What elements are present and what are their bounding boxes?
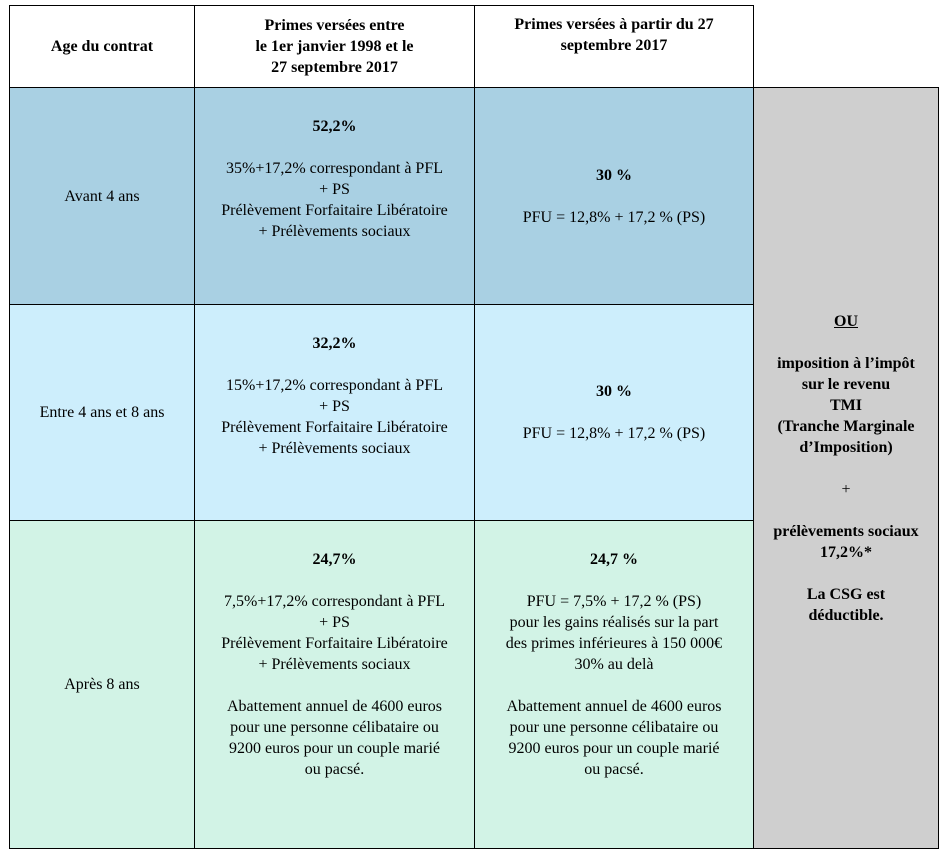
detail-line: 35%+17,2% correspondant à PFL [226,160,443,177]
abatement-line: Abattement annuel de 4600 euros [506,698,722,715]
header-period2-line: Primes versées à partir du 27 [514,16,714,33]
detail-line: + PS [319,398,350,415]
abatement-line: Abattement annuel de 4600 euros [226,698,443,715]
rate-value: 24,7% [312,551,357,568]
tmi-line: sur le revenu [801,375,891,393]
header-period1-line: le 1er janvier 1998 et le [255,38,414,55]
header-age: Age du contrat [9,5,195,88]
header-period1-line: Primes versées entre [264,17,405,34]
social-levy-line: 17,2%* [820,543,872,561]
detail-line: 30% au delà [574,656,654,673]
row-age-label: Après 8 ans [64,676,140,693]
header-period-1998-2017: Primes versées entre le 1er janvier 1998… [194,5,475,88]
social-levy-line: prélèvements sociaux [773,522,919,540]
detail-line: Prélèvement Forfaitaire Libératoire [221,202,448,219]
row-age-label: Avant 4 ans [64,187,140,205]
row-period1-cell: 24,7% 7,5%+17,2% correspondant à PFL + P… [194,520,475,849]
detail-line: 7,5%+17,2% correspondant à PFL [224,593,445,610]
row-age-label: Entre 4 ans et 8 ans [39,404,165,421]
abatement-line: 9200 euros pour un couple marié [508,740,720,757]
row-period2-cell: 30 % PFU = 12,8% + 17,2 % (PS) [474,304,754,521]
or-label: OU [834,312,858,330]
detail-line: + Prélèvements sociaux [258,656,411,673]
detail-line: + PS [319,181,350,198]
rate-value: 24,7 % [590,551,638,568]
row-period2-cell: 30 % PFU = 12,8% + 17,2 % (PS) [474,87,754,305]
header-period1-line: 27 septembre 2017 [271,59,398,76]
detail-line: + Prélèvements sociaux [258,223,411,240]
detail-line: 15%+17,2% correspondant à PFL [226,377,443,394]
row-period1-cell: 52,2% 35%+17,2% correspondant à PFL + PS… [194,87,475,305]
abatement-line: pour une personne célibataire ou [509,719,719,736]
row-age-cell: Après 8 ans [9,520,195,849]
row-period1-cell: 32,2% 15%+17,2% correspondant à PFL + PS… [194,304,475,521]
header-period-after-2017: Primes versées à partir du 27 septembre … [474,5,754,88]
tmi-line: (Tranche Marginale [777,417,915,435]
rate-value: 30 % [596,166,632,184]
detail-line: des primes inférieures à 150 000€ [505,635,723,652]
rate-value: 32,2% [312,335,357,352]
detail-line: pour les gains réalisés sur la part [509,614,719,631]
rate-value: 30 % [596,383,632,400]
row-period2-cell: 24,7 % PFU = 7,5% + 17,2 % (PS) pour les… [474,520,754,849]
rate-value: 52,2% [312,118,357,135]
tmi-alternative-cell: OU imposition à l’impôt sur le revenu TM… [753,87,939,849]
tmi-line: TMI [830,396,862,414]
header-age-label: Age du contrat [50,38,154,55]
detail-line: PFU = 7,5% + 17,2 % (PS) [526,593,702,610]
row-age-cell: Avant 4 ans [9,87,195,305]
tmi-line: imposition à l’impôt [777,354,915,372]
abatement-line: ou pacsé. [304,761,365,778]
abatement-line: ou pacsé. [584,761,644,778]
detail-line: + Prélèvements sociaux [258,440,411,457]
row-age-cell: Entre 4 ans et 8 ans [9,304,195,521]
abatement-line: pour une personne célibataire ou [230,719,439,736]
csg-line: déductible. [808,606,884,624]
abatement-line: 9200 euros pour un couple marié [228,740,441,757]
detail-line: Prélèvement Forfaitaire Libératoire [221,635,448,652]
tmi-line: d’Imposition) [799,438,893,456]
detail-line: Prélèvement Forfaitaire Libératoire [221,419,448,436]
detail-line: PFU = 12,8% + 17,2 % (PS) [522,425,706,442]
detail-line: + PS [319,614,350,631]
detail-line: PFU = 12,8% + 17,2 % (PS) [522,208,706,226]
csg-line: La CSG est [806,585,886,603]
header-period2-line: septembre 2017 [560,37,668,54]
plus-sign: + [841,480,851,498]
